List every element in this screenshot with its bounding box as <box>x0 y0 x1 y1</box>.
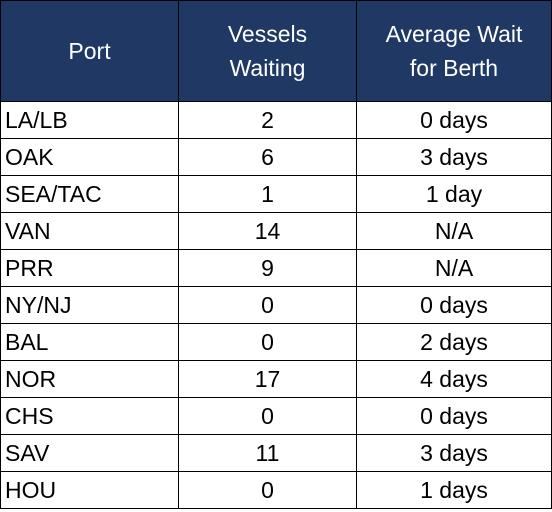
wait-cell: 1 day <box>356 175 552 213</box>
table-row: SEA/TAC 1 1 day <box>0 175 552 213</box>
vessels-cell: 1 <box>178 175 357 213</box>
vessels-cell: 17 <box>178 360 357 398</box>
vessels-cell: 0 <box>178 471 357 509</box>
wait-cell: 3 days <box>356 138 552 176</box>
header-wait-line2: for Berth <box>409 55 499 81</box>
vessels-cell: 9 <box>178 249 357 287</box>
port-cell: LA/LB <box>0 101 179 139</box>
wait-cell: 0 days <box>356 101 552 139</box>
port-cell: PRR <box>0 249 179 287</box>
header-wait-line1: Average Wait <box>385 21 523 47</box>
port-cell: NOR <box>0 360 179 398</box>
table-row: VAN 14 N/A <box>0 212 552 250</box>
table-row: PRR 9 N/A <box>0 249 552 287</box>
port-cell: CHS <box>0 397 179 435</box>
port-cell: VAN <box>0 212 179 250</box>
table-body: LA/LB 2 0 days OAK 6 3 days SEA/TAC 1 1 … <box>0 101 552 509</box>
vessels-cell: 0 <box>178 397 357 435</box>
wait-cell: 1 days <box>356 471 552 509</box>
vessels-cell: 14 <box>178 212 357 250</box>
header-vessels-line2: Waiting <box>229 55 306 81</box>
wait-cell: 2 days <box>356 323 552 361</box>
table-row: SAV 11 3 days <box>0 434 552 472</box>
header-port: Port <box>0 0 179 102</box>
header-average-wait: Average Wait for Berth <box>356 0 552 102</box>
header-port-label: Port <box>68 38 111 64</box>
table-row: CHS 0 0 days <box>0 397 552 435</box>
wait-cell: 4 days <box>356 360 552 398</box>
header-row: Port Vessels Waiting Average Wait for Be… <box>0 0 552 102</box>
table-row: NY/NJ 0 0 days <box>0 286 552 324</box>
port-cell: HOU <box>0 471 179 509</box>
port-cell: OAK <box>0 138 179 176</box>
table-header: Port Vessels Waiting Average Wait for Be… <box>0 0 552 102</box>
port-cell: NY/NJ <box>0 286 179 324</box>
vessels-cell: 0 <box>178 323 357 361</box>
port-cell: BAL <box>0 323 179 361</box>
table-row: OAK 6 3 days <box>0 138 552 176</box>
wait-cell: 0 days <box>356 286 552 324</box>
vessels-cell: 6 <box>178 138 357 176</box>
wait-cell: 3 days <box>356 434 552 472</box>
wait-cell: N/A <box>356 249 552 287</box>
port-cell: SEA/TAC <box>0 175 179 213</box>
port-cell: SAV <box>0 434 179 472</box>
table-row: NOR 17 4 days <box>0 360 552 398</box>
header-vessels-line1: Vessels <box>227 21 308 47</box>
wait-cell: 0 days <box>356 397 552 435</box>
table-row: LA/LB 2 0 days <box>0 101 552 139</box>
table-row: BAL 0 2 days <box>0 323 552 361</box>
vessels-cell: 2 <box>178 101 357 139</box>
header-vessels-waiting: Vessels Waiting <box>178 0 357 102</box>
vessels-cell: 11 <box>178 434 357 472</box>
vessels-cell: 0 <box>178 286 357 324</box>
table-row: HOU 0 1 days <box>0 471 552 509</box>
wait-cell: N/A <box>356 212 552 250</box>
